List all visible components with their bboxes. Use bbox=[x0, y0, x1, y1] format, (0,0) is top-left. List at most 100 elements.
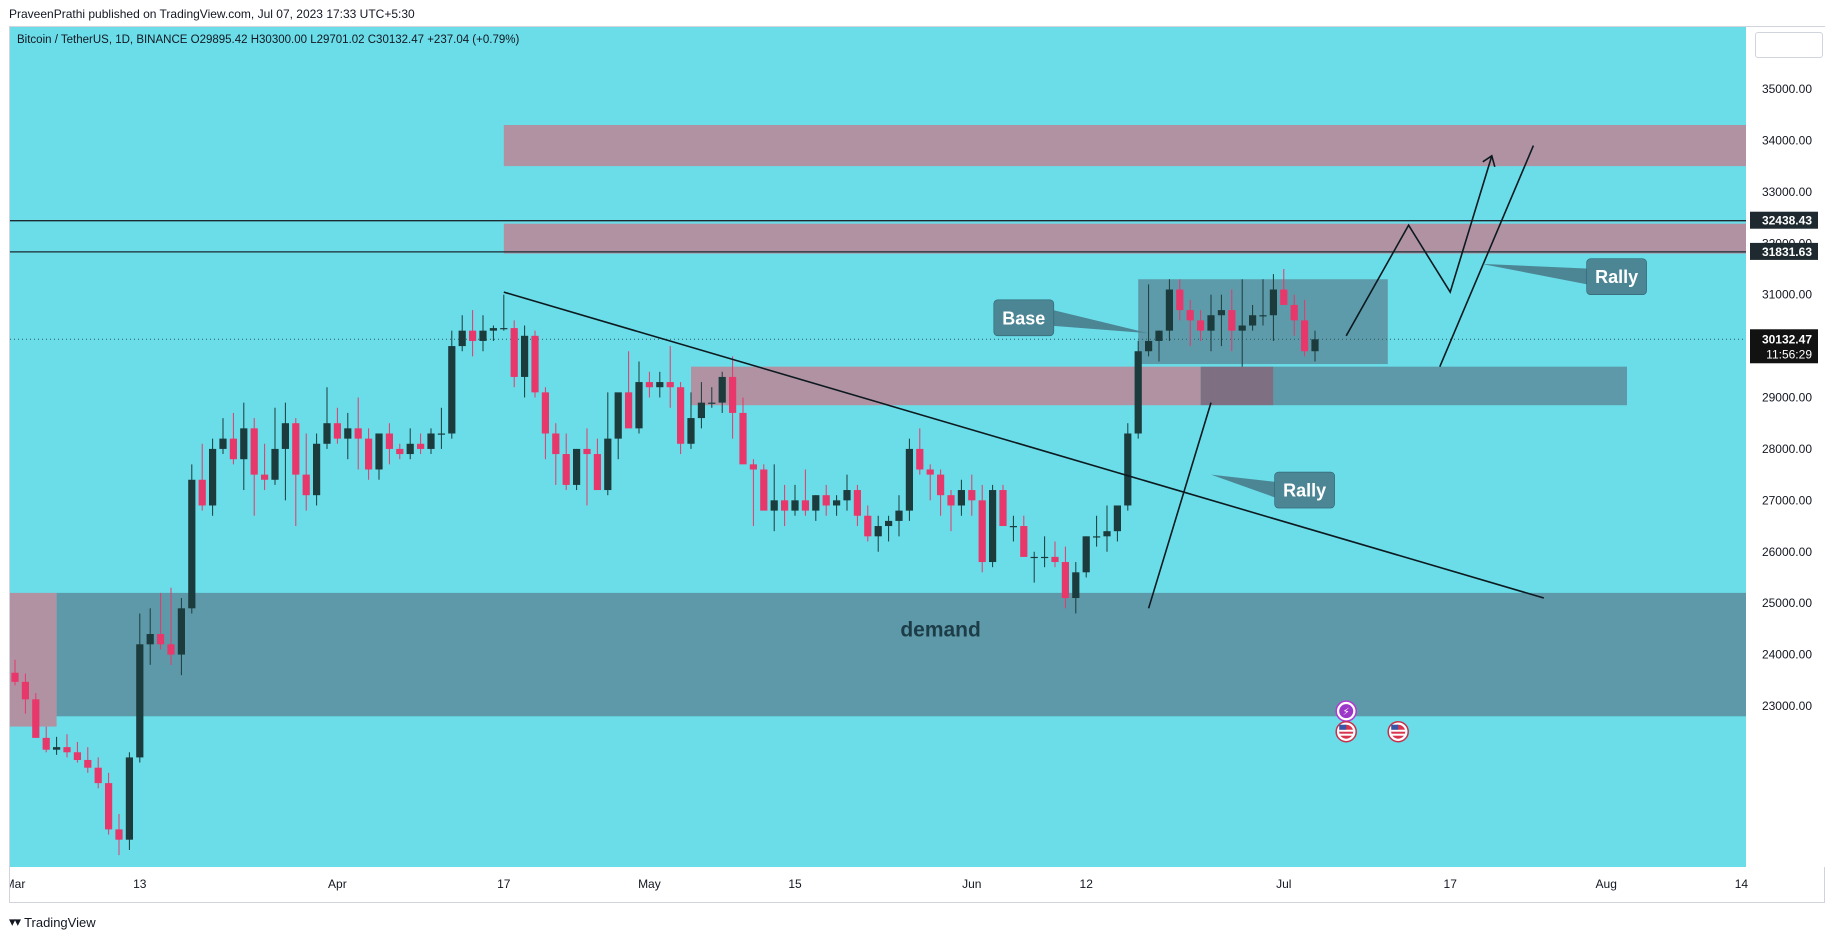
candle-body bbox=[105, 783, 113, 830]
callout-box bbox=[1586, 258, 1647, 295]
x-tick-label: Mar bbox=[10, 877, 25, 891]
candle-body bbox=[313, 443, 321, 496]
candle-body bbox=[1041, 556, 1049, 559]
candle-body bbox=[94, 767, 102, 784]
x-tick-label: 17 bbox=[497, 877, 511, 891]
candle-body bbox=[666, 382, 674, 388]
plot-layer: Base Rally Rally demand ⚡ bbox=[10, 124, 1746, 856]
candle-body bbox=[718, 376, 726, 403]
callout-rally-1: Rally bbox=[1211, 471, 1335, 509]
callout-pointer bbox=[1211, 474, 1277, 499]
x-tick-label: Jul bbox=[1276, 877, 1291, 891]
candle-body bbox=[770, 500, 778, 511]
candle-body bbox=[781, 500, 789, 511]
candle-body bbox=[791, 500, 799, 511]
callout-pointer bbox=[1051, 309, 1149, 334]
candle-body bbox=[989, 490, 997, 563]
candle-body bbox=[1093, 536, 1101, 538]
candle-body bbox=[21, 681, 29, 700]
candle-body bbox=[250, 428, 258, 475]
candle-body bbox=[219, 438, 227, 449]
candle-body bbox=[115, 829, 123, 840]
candle-body bbox=[947, 495, 955, 506]
candle-body bbox=[1259, 315, 1267, 317]
bar-countdown: 11:56:29 bbox=[1766, 347, 1812, 361]
callout-text: Rally bbox=[1595, 267, 1638, 287]
candle-body bbox=[999, 490, 1007, 527]
price-chart[interactable]: Base Rally Rally demand ⚡ Mar 13 Apr 17 May 15 Jun 1… bbox=[10, 27, 1825, 902]
demand-zone bbox=[1273, 366, 1627, 406]
candle-body bbox=[1301, 320, 1309, 352]
candle-body bbox=[198, 479, 206, 506]
candle-body bbox=[458, 330, 466, 347]
candle-body bbox=[32, 699, 40, 738]
demand-label: demand bbox=[900, 619, 981, 642]
tradingview-brand[interactable]: ▾▾ TradingView bbox=[9, 914, 96, 930]
candle-body bbox=[604, 438, 612, 491]
candle-body bbox=[760, 469, 768, 511]
candle-body bbox=[822, 495, 830, 506]
candle-body bbox=[552, 433, 560, 455]
y-tick-label: 26000.00 bbox=[1762, 545, 1812, 559]
candle-body bbox=[354, 428, 362, 439]
candle-body bbox=[11, 672, 19, 682]
candle-body bbox=[1269, 289, 1277, 316]
price-axis-background bbox=[1746, 27, 1825, 867]
x-tick-label: May bbox=[638, 877, 661, 891]
candle-body bbox=[1186, 310, 1194, 321]
candle-body bbox=[1217, 310, 1225, 316]
candle-body bbox=[926, 469, 934, 475]
candle-body bbox=[1207, 315, 1215, 331]
y-tick-label: 34000.00 bbox=[1762, 133, 1812, 147]
candle-body bbox=[510, 328, 518, 377]
candle-body bbox=[157, 634, 165, 645]
tradingview-logo-icon: ▾▾ bbox=[9, 914, 21, 929]
candle-body bbox=[1009, 526, 1017, 528]
candle-body bbox=[84, 759, 92, 768]
candle-body bbox=[521, 335, 529, 377]
candle-body bbox=[396, 448, 404, 455]
flash-event-icon: ⚡ bbox=[1335, 700, 1357, 722]
x-tick-label: Aug bbox=[1596, 877, 1617, 891]
candle-body bbox=[136, 644, 144, 758]
candle-body bbox=[1124, 433, 1132, 506]
y-tick-label: 28000.00 bbox=[1762, 442, 1812, 456]
candle-body bbox=[1061, 562, 1069, 599]
candle-body bbox=[1072, 572, 1080, 599]
demand-zone bbox=[56, 592, 1746, 717]
candle-body bbox=[1113, 505, 1121, 532]
overlap-zone bbox=[1200, 366, 1274, 406]
candle-body bbox=[1082, 536, 1090, 573]
last-price-value: 30132.47 bbox=[1762, 332, 1812, 346]
candle-body bbox=[323, 423, 331, 444]
candle-body bbox=[1145, 340, 1153, 352]
projection-path bbox=[1345, 155, 1493, 337]
candle-body bbox=[1030, 556, 1038, 559]
candle-body bbox=[895, 510, 903, 521]
last-price-tag bbox=[1750, 329, 1818, 364]
candle-body bbox=[344, 428, 352, 439]
candle-body bbox=[1020, 526, 1028, 557]
rally-line-upper bbox=[1439, 145, 1535, 367]
supply-zone bbox=[503, 223, 1746, 254]
candle-body bbox=[73, 752, 81, 760]
chart-corner-box[interactable] bbox=[1755, 32, 1823, 58]
us-flag-icon bbox=[1387, 720, 1409, 743]
candle-body bbox=[1134, 351, 1142, 434]
published-caption: PraveenPrathi published on TradingView.c… bbox=[9, 7, 415, 21]
candle-body bbox=[500, 328, 508, 330]
candle-body bbox=[801, 500, 809, 511]
candle-body bbox=[448, 346, 456, 434]
candle-body bbox=[240, 428, 248, 460]
candle-body bbox=[209, 448, 217, 506]
supply-zone bbox=[503, 124, 1746, 167]
projection-arrowhead bbox=[1482, 154, 1496, 168]
candle-body bbox=[905, 448, 913, 511]
level-price-tag bbox=[1750, 242, 1818, 260]
candle-body bbox=[406, 443, 414, 455]
level-price-tag bbox=[1750, 211, 1818, 229]
candle-body bbox=[1155, 330, 1163, 341]
x-tick-label: 17 bbox=[1444, 877, 1458, 891]
candle-body bbox=[417, 443, 425, 449]
candle-body bbox=[812, 495, 820, 511]
